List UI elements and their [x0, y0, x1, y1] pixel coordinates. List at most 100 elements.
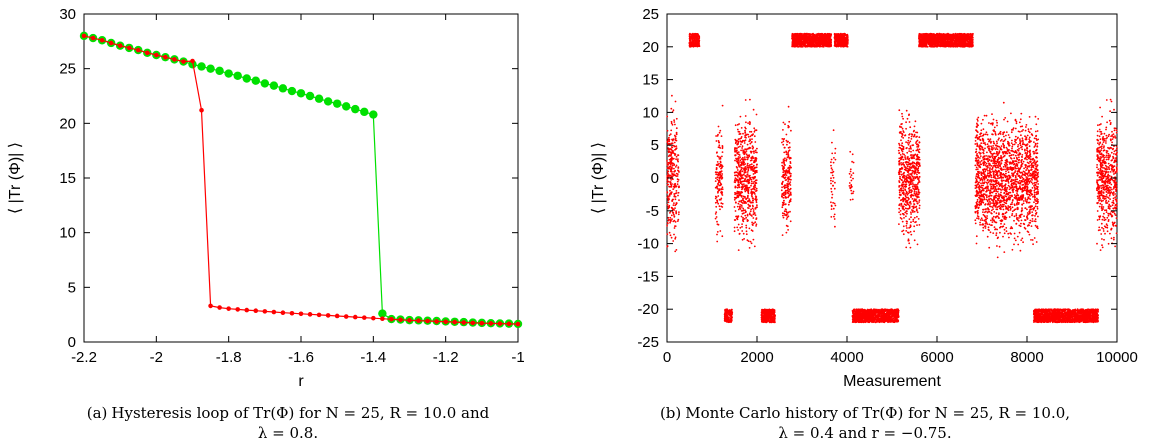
data-point-a-1 [81, 33, 87, 39]
data-point-b [751, 197, 754, 200]
data-point-b [784, 170, 787, 172]
data-point-b [674, 225, 676, 228]
data-point-b [786, 171, 789, 173]
data-point-b [791, 36, 794, 39]
data-point-b [752, 164, 755, 167]
data-point-b [753, 188, 756, 191]
data-point-b [797, 40, 800, 42]
data-point-b [755, 187, 758, 190]
data-point-b [742, 232, 745, 235]
data-point-b [696, 33, 699, 35]
data-point-b [849, 170, 852, 173]
data-point-b [673, 195, 676, 197]
data-point-b [672, 162, 675, 165]
data-point-a-0 [215, 66, 224, 76]
data-point-b [753, 130, 756, 133]
data-point-b [672, 240, 675, 242]
data-point-b [741, 185, 744, 188]
data-point-b [721, 191, 724, 194]
data-point-a-1 [488, 321, 494, 326]
data-point-b [842, 45, 845, 48]
data-point-b [739, 159, 742, 162]
data-point-b [671, 142, 674, 145]
data-point-b [750, 141, 753, 143]
data-point-b [721, 186, 724, 189]
x-axis-label-a: r [298, 373, 304, 390]
data-point-b [785, 218, 788, 220]
data-point-a-0 [332, 99, 342, 108]
data-point-b [678, 171, 680, 173]
data-point-b [738, 123, 740, 125]
data-point-b [719, 170, 722, 173]
data-point-b [792, 35, 795, 37]
data-point-a-0 [342, 102, 351, 111]
data-point-b [739, 138, 741, 140]
data-point-b [736, 167, 739, 169]
data-point-b [830, 216, 833, 218]
data-point-b [674, 250, 677, 253]
data-point-b [744, 136, 746, 139]
scatter-points-b [666, 32, 1118, 324]
data-point-b [676, 180, 679, 183]
data-point-b [737, 130, 740, 133]
data-point-b [670, 129, 673, 132]
data-point-b [747, 219, 749, 222]
data-point-b [747, 192, 750, 195]
data-point-b [802, 37, 804, 39]
data-point-b [744, 132, 747, 134]
data-point-b [675, 249, 678, 251]
data-point-b [739, 226, 742, 229]
data-point-b [830, 164, 832, 167]
data-point-b [830, 182, 832, 185]
data-point-b [784, 123, 786, 126]
data-point-b [735, 158, 738, 161]
data-point-b [675, 131, 678, 134]
data-point-b [717, 202, 720, 205]
data-point-b [809, 44, 811, 47]
data-point-b [740, 162, 743, 165]
data-point-b [789, 200, 792, 203]
data-point-b [673, 119, 675, 122]
data-point-a-1 [181, 59, 186, 64]
data-point-b [744, 163, 747, 165]
data-point-a-1 [352, 314, 358, 320]
data-point-b [785, 150, 787, 153]
data-point-b [737, 181, 740, 183]
data-point-b [746, 213, 749, 216]
y-tick-label-a: 25 [59, 61, 76, 78]
data-point-b [668, 218, 670, 221]
data-point-b [740, 201, 743, 204]
data-point-b [737, 223, 740, 226]
data-point-b [819, 44, 822, 47]
data-point-b [733, 206, 736, 208]
data-point-b [718, 141, 720, 144]
data-point-b [743, 152, 746, 155]
data-point-b [720, 197, 723, 200]
data-point-b [743, 180, 746, 183]
data-point-b [808, 33, 810, 36]
data-point-b [766, 313, 768, 316]
data-point-b [848, 182, 851, 184]
data-point-b [740, 166, 743, 169]
data-point-b [667, 147, 670, 150]
data-point-b [714, 180, 717, 183]
data-point-a-0 [197, 62, 206, 71]
data-point-b [737, 146, 740, 149]
data-point-b [718, 131, 721, 134]
data-point-b [821, 34, 824, 36]
data-point-b [745, 233, 748, 236]
data-point-b [719, 182, 722, 185]
y-tick-label-a: 10 [59, 225, 76, 242]
data-point-a-1 [163, 54, 168, 60]
data-point-b [810, 43, 813, 46]
data-point-b [753, 127, 756, 130]
data-point-b [746, 173, 749, 176]
data-point-b [671, 207, 673, 209]
data-point-a-1 [217, 305, 222, 310]
data-point-b [820, 42, 822, 45]
data-point-b [755, 157, 758, 160]
data-point-b [746, 158, 749, 161]
data-point-b [817, 39, 820, 41]
series-group-a [79, 31, 523, 329]
